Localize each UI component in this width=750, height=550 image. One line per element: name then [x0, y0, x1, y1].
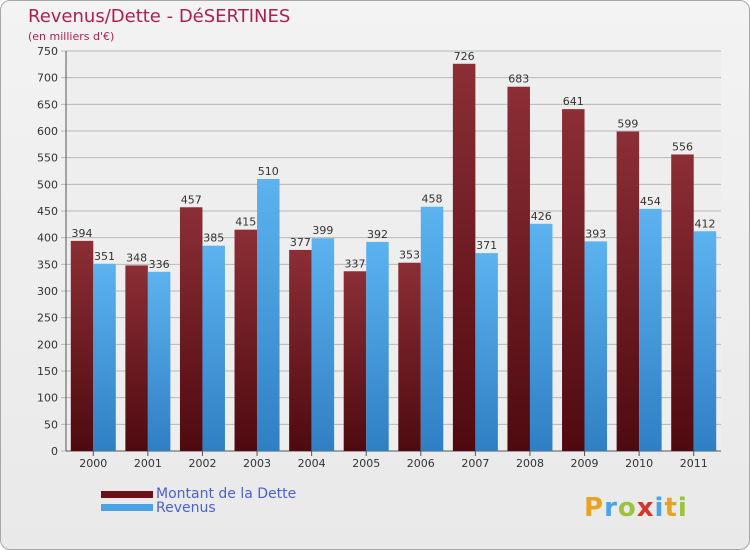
bar-revenus [147, 271, 171, 451]
data-label-dette: 599 [617, 118, 638, 131]
x-tick-label: 2001 [134, 457, 162, 470]
bar-revenus [529, 223, 553, 451]
bar-dette [452, 63, 476, 452]
data-label-revenus: 412 [694, 217, 715, 230]
x-tick-label: 2011 [680, 457, 708, 470]
chart-subtitle: (en milliers d'€) [28, 30, 115, 43]
y-tick-label: 400 [37, 232, 58, 245]
y-tick-label: 100 [37, 392, 58, 405]
y-tick-label: 0 [51, 445, 58, 458]
chart-title: Revenus/Dette - DéSERTINES [28, 6, 291, 27]
x-tick-label: 2010 [625, 457, 653, 470]
legend-label-revenus: Revenus [156, 500, 216, 516]
data-label-revenus: 399 [312, 224, 333, 237]
bar-revenus [639, 208, 662, 451]
y-tick-label: 150 [37, 365, 58, 378]
bar-dette [289, 249, 312, 451]
data-label-revenus: 458 [422, 193, 443, 206]
proxiti-logo: Proxiti [584, 493, 688, 523]
x-tick-label: 2002 [188, 457, 216, 470]
data-label-revenus: 385 [203, 232, 224, 245]
x-tick-label: 2000 [79, 457, 107, 470]
data-label-dette: 348 [126, 251, 147, 264]
legend-swatch-revenus [101, 504, 153, 511]
bar-dette [70, 240, 94, 451]
bar-revenus [257, 179, 280, 451]
y-tick-label: 50 [44, 418, 58, 431]
data-label-revenus: 392 [367, 228, 388, 241]
bar-dette [562, 109, 585, 451]
x-tick-label: 2004 [298, 457, 326, 470]
y-tick-label: 500 [37, 178, 58, 191]
x-tick-label: 2008 [516, 457, 544, 470]
x-tick-label: 2007 [461, 457, 489, 470]
data-label-dette: 683 [508, 73, 529, 86]
data-label-dette: 337 [344, 257, 365, 270]
data-label-revenus: 393 [585, 227, 606, 240]
y-tick-label: 350 [37, 258, 58, 271]
bar-revenus [420, 206, 444, 451]
y-tick-label: 700 [37, 72, 58, 85]
legend-swatch-dette [101, 491, 153, 498]
data-label-dette: 377 [290, 236, 311, 249]
data-label-revenus: 426 [531, 210, 552, 223]
y-tick-label: 750 [37, 45, 58, 58]
bar-revenus [93, 263, 116, 451]
data-label-revenus: 510 [258, 165, 279, 178]
data-label-revenus: 336 [149, 258, 170, 271]
bar-revenus [475, 253, 498, 451]
data-label-dette: 353 [399, 249, 420, 262]
x-tick-label: 2003 [243, 457, 271, 470]
bar-revenus [202, 245, 225, 451]
bar-dette [398, 262, 421, 451]
bar-revenus [584, 241, 608, 451]
bar-revenus [311, 238, 335, 451]
x-tick-label: 2006 [407, 457, 435, 470]
data-label-revenus: 454 [640, 195, 661, 208]
data-label-dette: 394 [72, 227, 93, 240]
y-tick-label: 550 [37, 152, 58, 165]
y-tick-label: 450 [37, 205, 58, 218]
data-label-dette: 457 [181, 193, 202, 206]
data-label-dette: 726 [454, 50, 475, 63]
x-tick-label: 2009 [571, 457, 599, 470]
data-label-revenus: 351 [94, 250, 115, 263]
bar-dette [234, 229, 258, 451]
bar-dette [507, 86, 530, 451]
data-label-dette: 641 [563, 95, 584, 108]
bar-dette [125, 265, 148, 451]
bar-revenus [366, 241, 389, 451]
bar-dette [343, 271, 367, 451]
y-tick-label: 200 [37, 338, 58, 351]
y-tick-label: 650 [37, 98, 58, 111]
bar-dette [671, 154, 694, 451]
plot-area [66, 51, 721, 451]
bar-revenus [693, 231, 717, 451]
legend-label-dette: Montant de la Dette [156, 486, 297, 502]
svg-text:Proxiti: Proxiti [584, 493, 688, 523]
data-label-dette: 556 [672, 140, 693, 153]
bar-dette [179, 207, 203, 451]
y-tick-label: 600 [37, 125, 58, 138]
y-tick-label: 300 [37, 285, 58, 298]
data-label-revenus: 371 [476, 239, 497, 252]
x-tick-label: 2005 [352, 457, 380, 470]
data-label-dette: 415 [235, 216, 256, 229]
y-tick-label: 250 [37, 312, 58, 325]
bar-dette [616, 131, 640, 452]
